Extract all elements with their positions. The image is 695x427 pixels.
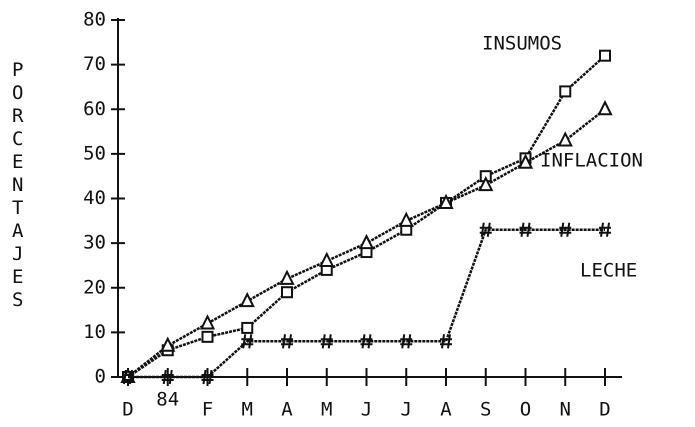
square (559, 85, 572, 98)
hash (400, 334, 413, 349)
marker (199, 314, 216, 330)
hash (599, 222, 611, 237)
triangle (597, 100, 613, 116)
x-tick-label: M (242, 399, 253, 421)
y-tick-label: 50 (83, 142, 106, 164)
hash (161, 369, 174, 385)
hash (360, 334, 373, 349)
hash (440, 334, 452, 349)
marker (360, 334, 373, 349)
marker (241, 334, 254, 349)
marker (160, 336, 176, 352)
hash (241, 334, 254, 349)
triangle (557, 131, 573, 147)
marker (559, 85, 572, 98)
marker (161, 369, 174, 385)
x-tick-label: J (361, 399, 372, 421)
marker (358, 233, 375, 250)
marker (517, 153, 534, 169)
triangle (478, 175, 494, 192)
x-tick-label: O (520, 399, 531, 421)
y-tick-label: 10 (83, 321, 106, 343)
x-tick-label: M (321, 399, 332, 421)
marker (559, 222, 572, 237)
triangle (199, 314, 216, 330)
y-tick-label: 70 (83, 53, 106, 75)
marker (319, 251, 335, 267)
square (281, 286, 293, 299)
marker (599, 222, 611, 237)
marker (438, 193, 454, 209)
marker (279, 269, 295, 285)
x-tick-label: A (281, 399, 293, 421)
triangle (438, 193, 454, 209)
triangle (319, 251, 335, 267)
y-tick-label: 80 (83, 9, 106, 31)
triangle (358, 233, 375, 250)
marker (519, 222, 532, 237)
hash (122, 369, 134, 385)
y-tick-label: 60 (83, 98, 106, 120)
square (241, 321, 254, 334)
marker (400, 334, 413, 349)
triangle (279, 269, 295, 285)
hash (519, 222, 532, 237)
triangle (239, 291, 255, 308)
marker (201, 330, 214, 343)
x-tick-label: N (560, 399, 571, 421)
hash (201, 369, 214, 385)
marker (398, 211, 414, 227)
hash (559, 222, 572, 237)
hash (479, 222, 492, 237)
x-tick-label: J (401, 399, 412, 421)
x-tick-label: D (599, 399, 610, 421)
x-tick-label: S (480, 399, 491, 421)
marker (557, 131, 573, 147)
hash (281, 334, 293, 349)
marker (597, 100, 613, 116)
y-tick-label: 30 (83, 232, 106, 254)
series-label: INFLACION (540, 150, 643, 172)
square (599, 49, 611, 62)
marker (478, 175, 494, 192)
x-tick-label: F (202, 399, 213, 421)
x-tick-label: 84 (156, 389, 179, 411)
hash (320, 334, 333, 349)
triangle (160, 336, 176, 352)
marker (241, 321, 254, 334)
marker (122, 369, 134, 385)
marker (479, 222, 492, 237)
series-label: INSUMOS (482, 33, 562, 55)
marker (201, 369, 214, 385)
square (201, 330, 214, 343)
marker (320, 334, 333, 349)
marker (440, 334, 452, 349)
y-tick-label: 0 (95, 366, 106, 388)
marker (281, 334, 293, 349)
marker (599, 49, 611, 62)
x-tick-label: D (122, 399, 133, 421)
triangle (517, 153, 534, 169)
y-tick-label: 40 (83, 187, 106, 209)
marker (281, 286, 293, 299)
y-tick-label: 20 (83, 276, 106, 298)
marker (239, 291, 255, 308)
x-tick-label: A (440, 399, 452, 421)
series-line (128, 228, 605, 379)
triangle (398, 211, 414, 227)
series-label: LECHE (580, 260, 637, 282)
